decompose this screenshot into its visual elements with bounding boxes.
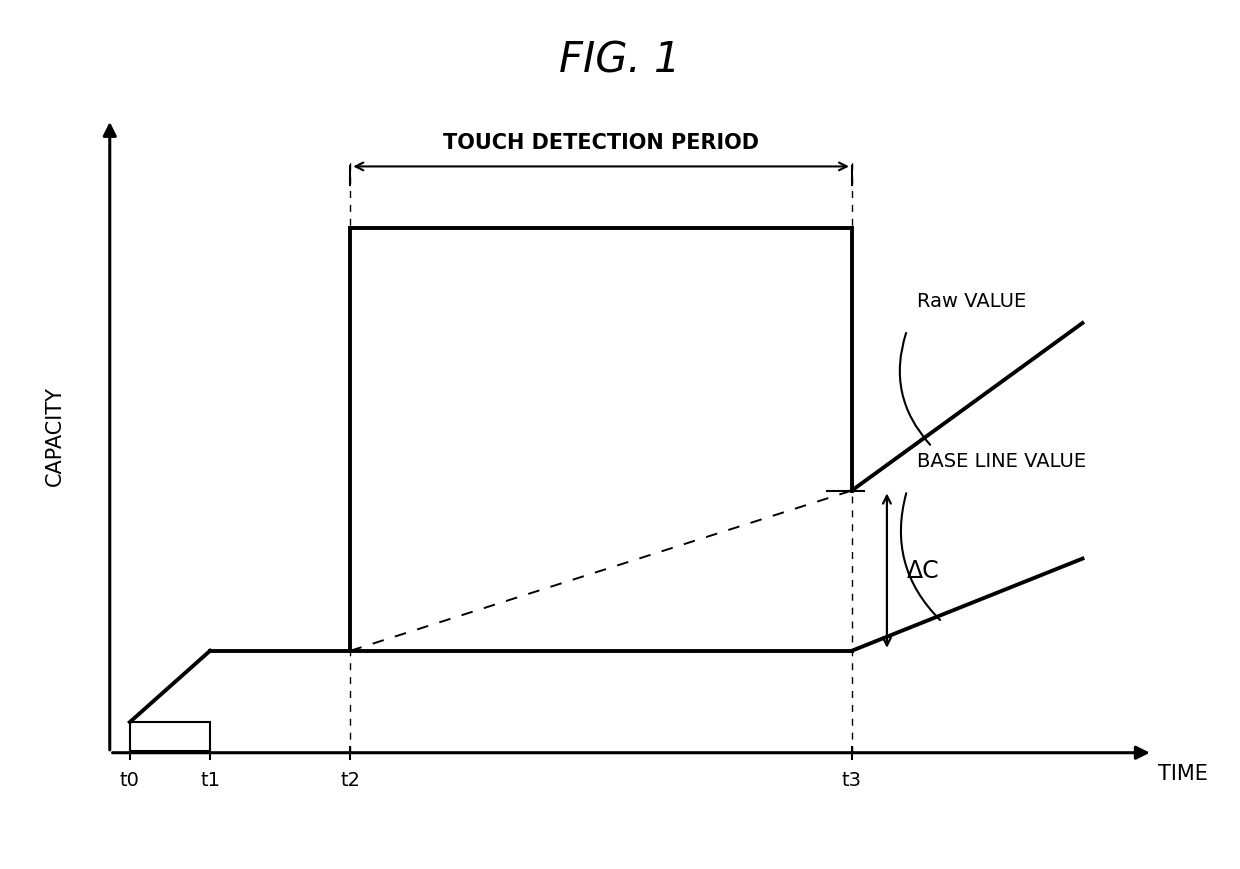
Text: t0: t0 [120, 771, 140, 790]
Text: FIG. 1: FIG. 1 [559, 39, 681, 81]
Text: ΔC: ΔC [906, 559, 940, 582]
Text: t2: t2 [341, 771, 361, 790]
Text: t1: t1 [200, 771, 219, 790]
Text: TIME: TIME [1158, 764, 1208, 784]
Text: BASE LINE VALUE: BASE LINE VALUE [918, 452, 1086, 471]
Text: CAPACITY: CAPACITY [45, 386, 64, 486]
Text: TOUCH DETECTION PERIOD: TOUCH DETECTION PERIOD [443, 133, 759, 153]
Bar [130, 722, 210, 752]
Text: t3: t3 [842, 771, 862, 790]
Text: Raw VALUE: Raw VALUE [918, 292, 1027, 311]
